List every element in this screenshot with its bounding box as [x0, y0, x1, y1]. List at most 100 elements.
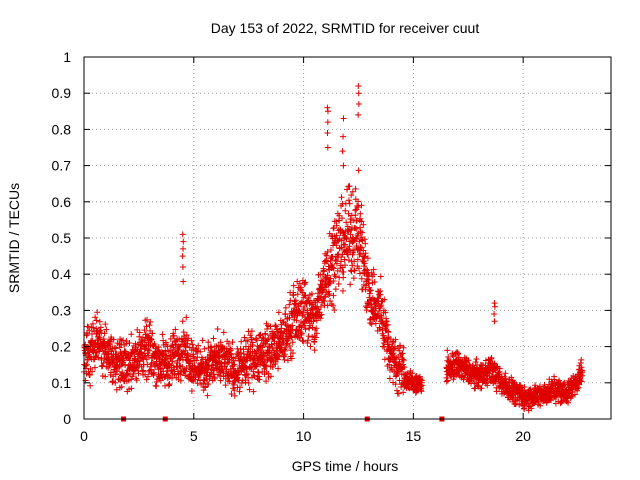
data-point	[371, 279, 378, 286]
data-point	[345, 197, 352, 204]
data-point	[345, 210, 352, 217]
data-point	[409, 370, 416, 377]
data-point	[473, 355, 480, 362]
data-point	[102, 321, 109, 328]
data-point	[396, 347, 403, 354]
data-point	[352, 225, 359, 232]
data-point	[332, 286, 339, 293]
x-tick-label: 5	[190, 428, 198, 444]
data-point	[126, 340, 133, 347]
data-point	[180, 245, 187, 252]
data-point	[350, 275, 357, 282]
data-point	[304, 307, 311, 314]
data-point	[184, 340, 191, 347]
data-point	[179, 263, 186, 270]
data-point	[294, 291, 301, 298]
data-point	[324, 302, 331, 309]
data-point	[231, 387, 238, 394]
data-point	[282, 304, 289, 311]
data-point	[327, 246, 334, 253]
data-point	[502, 370, 509, 377]
data-point	[355, 90, 362, 97]
data-point	[346, 183, 353, 190]
data-point	[357, 210, 364, 217]
data-point	[160, 368, 167, 375]
data-point	[268, 341, 275, 348]
data-point	[111, 344, 118, 351]
data-point	[122, 361, 129, 368]
data-point	[486, 370, 493, 377]
data-point	[345, 227, 352, 234]
data-point	[528, 405, 535, 412]
data-point	[193, 357, 200, 364]
data-point	[98, 356, 105, 363]
data-point	[259, 334, 266, 341]
data-point	[87, 382, 94, 389]
data-point	[107, 369, 114, 376]
data-point	[179, 338, 186, 345]
data-point	[313, 325, 320, 332]
data-point	[301, 304, 308, 311]
data-point	[297, 318, 304, 325]
data-point	[94, 309, 101, 316]
data-point	[376, 307, 383, 314]
data-point	[102, 373, 109, 380]
data-point	[101, 330, 108, 337]
data-point	[396, 377, 403, 384]
data-point	[352, 212, 359, 219]
data-point	[318, 289, 325, 296]
data-point	[337, 265, 344, 272]
data-point	[346, 238, 353, 245]
data-point	[316, 293, 323, 300]
data-point	[253, 361, 260, 368]
data-point	[215, 347, 222, 354]
data-point	[579, 369, 586, 376]
data-point	[289, 350, 296, 357]
data-point	[491, 360, 498, 367]
x-tick-label: 10	[296, 428, 312, 444]
data-point	[324, 119, 331, 126]
data-point	[146, 347, 153, 354]
data-point	[353, 225, 360, 232]
data-point	[470, 375, 477, 382]
data-point	[347, 219, 354, 226]
data-point	[282, 344, 289, 351]
data-point	[341, 262, 348, 269]
data-point	[346, 200, 353, 207]
data-point	[245, 380, 252, 387]
data-point	[264, 337, 271, 344]
data-point	[236, 388, 243, 395]
data-point	[307, 343, 314, 350]
data-point	[210, 335, 217, 342]
data-point	[352, 185, 359, 192]
y-tick-label: 0.4	[52, 266, 72, 282]
grid-lines	[84, 57, 611, 419]
data-point	[317, 304, 324, 311]
data-point	[128, 385, 135, 392]
data-point	[273, 348, 280, 355]
data-point	[366, 290, 373, 297]
data-point	[230, 381, 237, 388]
data-point	[288, 328, 295, 335]
data-point	[144, 361, 151, 368]
data-point	[177, 377, 184, 384]
data-point	[551, 376, 558, 383]
y-tick-label: 1	[63, 49, 71, 65]
data-point	[324, 104, 331, 111]
data-point	[159, 331, 166, 338]
data-point	[344, 186, 351, 193]
data-point	[115, 376, 122, 383]
data-point	[204, 392, 211, 399]
data-point	[400, 389, 407, 396]
data-point	[169, 358, 176, 365]
data-point	[449, 352, 456, 359]
data-point	[362, 250, 369, 257]
data-point	[290, 292, 297, 299]
data-point	[135, 370, 142, 377]
data-point	[335, 280, 342, 287]
data-point	[143, 356, 150, 363]
data-point	[345, 257, 352, 264]
y-tick-label: 0.9	[52, 85, 72, 101]
data-point	[377, 303, 384, 310]
